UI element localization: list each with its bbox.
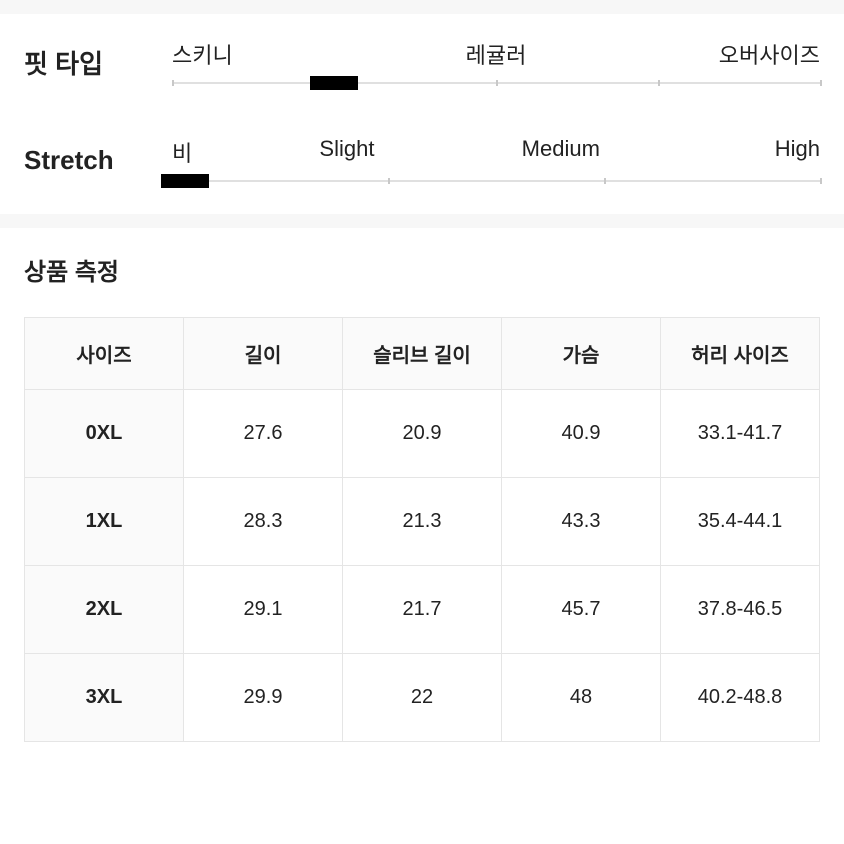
data-cell: 28.3	[184, 478, 343, 566]
stretch-scale-label: 비	[172, 136, 192, 168]
table-header: 사이즈	[25, 318, 184, 390]
data-cell: 20.9	[343, 390, 502, 478]
data-cell: 40.9	[502, 390, 661, 478]
table-header: 길이	[184, 318, 343, 390]
stretch-slider-marker[interactable]	[161, 174, 209, 188]
data-cell: 29.1	[184, 566, 343, 654]
data-cell: 40.2-48.8	[661, 654, 820, 742]
size-cell: 0XL	[25, 390, 184, 478]
table-header: 슬리브 길이	[343, 318, 502, 390]
fit-type-slider-marker[interactable]	[310, 76, 358, 90]
data-cell: 21.7	[343, 566, 502, 654]
fit-type-scale-label: 레귤러	[466, 38, 527, 70]
stretch-label: Stretch	[24, 145, 172, 176]
slider-line	[172, 180, 820, 182]
data-cell: 27.6	[184, 390, 343, 478]
data-cell: 45.7	[502, 566, 661, 654]
stretch-slider-labels: 비 Slight Medium High	[172, 136, 820, 164]
slider-tick	[658, 80, 660, 86]
data-cell: 21.3	[343, 478, 502, 566]
size-cell: 3XL	[25, 654, 184, 742]
fit-type-slider-labels: 스키니 레귤러 오버사이즈	[172, 38, 820, 66]
fit-type-scale-label: 스키니	[172, 38, 233, 70]
section-divider	[0, 214, 844, 228]
slider-tick	[496, 80, 498, 86]
data-cell: 37.8-46.5	[661, 566, 820, 654]
stretch-row: Stretch 비 Slight Medium High	[24, 136, 820, 184]
stretch-scale-label: High	[775, 136, 820, 162]
fit-type-slider-track	[172, 80, 820, 86]
measurements-title: 상품 측정	[24, 252, 820, 287]
data-cell: 22	[343, 654, 502, 742]
stretch-slider[interactable]: 비 Slight Medium High	[172, 136, 820, 184]
section-divider	[0, 0, 844, 14]
slider-tick	[388, 178, 390, 184]
fit-type-scale-label: 오버사이즈	[719, 38, 820, 70]
fit-type-row: 핏 타입 스키니 레귤러 오버사이즈	[24, 38, 820, 86]
slider-tick	[604, 178, 606, 184]
fit-type-slider[interactable]: 스키니 레귤러 오버사이즈	[172, 38, 820, 86]
table-row: 0XL 27.6 20.9 40.9 33.1-41.7	[25, 390, 820, 478]
stretch-scale-label: Slight	[319, 136, 374, 162]
size-cell: 1XL	[25, 478, 184, 566]
table-row: 3XL 29.9 22 48 40.2-48.8	[25, 654, 820, 742]
stretch-slider-track	[172, 178, 820, 184]
slider-tick	[820, 178, 822, 184]
measurements-section: 상품 측정 사이즈 길이 슬리브 길이 가슴 허리 사이즈 0XL 27.6 2…	[0, 228, 844, 742]
data-cell: 29.9	[184, 654, 343, 742]
slider-tick	[172, 80, 174, 86]
measurements-table: 사이즈 길이 슬리브 길이 가슴 허리 사이즈 0XL 27.6 20.9 40…	[24, 317, 820, 742]
size-cell: 2XL	[25, 566, 184, 654]
data-cell: 33.1-41.7	[661, 390, 820, 478]
table-row: 2XL 29.1 21.7 45.7 37.8-46.5	[25, 566, 820, 654]
data-cell: 48	[502, 654, 661, 742]
table-row: 1XL 28.3 21.3 43.3 35.4-44.1	[25, 478, 820, 566]
table-header: 허리 사이즈	[661, 318, 820, 390]
table-header: 가슴	[502, 318, 661, 390]
data-cell: 43.3	[502, 478, 661, 566]
stretch-scale-label: Medium	[522, 136, 600, 162]
slider-tick	[820, 80, 822, 86]
fit-type-label: 핏 타입	[24, 44, 172, 81]
data-cell: 35.4-44.1	[661, 478, 820, 566]
fit-section: 핏 타입 스키니 레귤러 오버사이즈 Stretch 비 Slight	[0, 14, 844, 214]
table-header-row: 사이즈 길이 슬리브 길이 가슴 허리 사이즈	[25, 318, 820, 390]
